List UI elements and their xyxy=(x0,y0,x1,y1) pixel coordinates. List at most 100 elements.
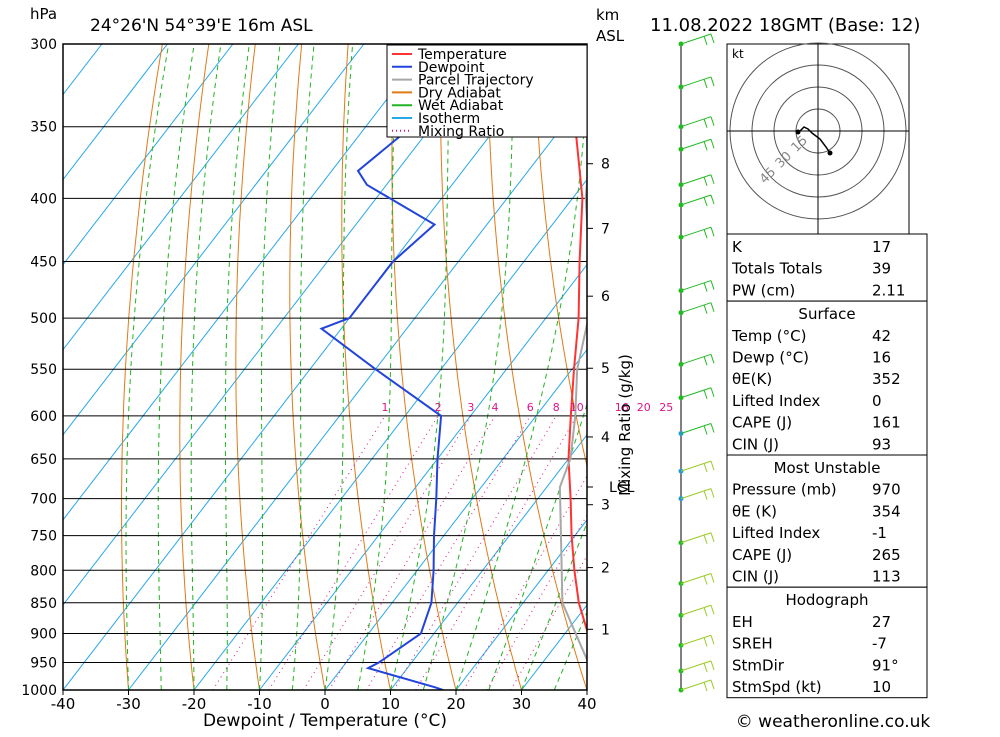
pressure-tick-label: 800 xyxy=(30,563,57,579)
stats-label: CIN (J) xyxy=(732,435,779,453)
mixing-ratio-tick-label: 2 xyxy=(435,401,442,414)
wind-barb xyxy=(681,354,714,365)
km-tick-label: 7 xyxy=(601,221,610,237)
wet-adiabat-line xyxy=(260,44,281,690)
mixing-ratio-line xyxy=(394,416,556,690)
stats-value: 17 xyxy=(872,238,891,256)
stats-section-title: Most Unstable xyxy=(774,459,881,477)
wind-barb xyxy=(681,605,714,616)
hodograph-unit: kt xyxy=(732,47,744,61)
km-tick-label: 6 xyxy=(601,289,610,305)
isotherm-line xyxy=(0,44,429,690)
isotherm-line xyxy=(260,44,757,690)
stats-label: Lifted Index xyxy=(732,392,820,410)
stats-label: Dewp (°C) xyxy=(732,349,809,367)
pressure-tick-label: 600 xyxy=(30,409,57,425)
stats-label: StmSpd (kt) xyxy=(732,678,822,696)
mixing-ratio-tick-label: 1 xyxy=(382,401,389,414)
wet-adiabat-line xyxy=(456,44,590,690)
stats-label: Lifted Index xyxy=(732,524,820,542)
pressure-tick-label: 300 xyxy=(30,37,57,53)
wet-adiabat-line xyxy=(158,44,194,690)
height-unit-label: km xyxy=(596,6,619,24)
wet-adiabat-line xyxy=(489,44,672,690)
legend-entry: Mixing Ratio xyxy=(418,124,504,140)
stats-value: -1 xyxy=(872,524,887,542)
stats-value: -7 xyxy=(872,635,887,653)
stats-label: θE(K) xyxy=(732,370,772,388)
km-tick-label: 8 xyxy=(601,157,610,173)
stats-value: 2.11 xyxy=(872,281,905,299)
dry-adiabat-line xyxy=(180,44,209,690)
wind-barb xyxy=(681,117,714,128)
temperature-tick-label: -30 xyxy=(116,695,141,713)
stats-section-title: Surface xyxy=(798,305,855,323)
pressure-tick-label: 350 xyxy=(30,120,57,136)
wind-barb xyxy=(681,533,714,544)
mixing-ratio-tick-label: 20 xyxy=(637,401,651,414)
pressure-tick-label: 850 xyxy=(30,596,57,612)
stats-value: 10 xyxy=(872,678,891,696)
wind-barb xyxy=(681,175,714,186)
pressure-tick-label: 650 xyxy=(30,452,57,468)
pressure-tick-label: 550 xyxy=(30,362,57,378)
pressure-tick-label: 750 xyxy=(30,529,57,545)
stats-label: CIN (J) xyxy=(732,568,779,586)
stats-value: 0 xyxy=(872,392,882,410)
wet-adiabat-line xyxy=(522,44,750,690)
wind-barb xyxy=(681,635,714,646)
mixing-ratio-tick-label: 25 xyxy=(659,401,673,414)
stats-label: CAPE (J) xyxy=(732,414,792,432)
stats-value: 113 xyxy=(872,568,901,586)
wind-barb xyxy=(681,77,714,88)
stats-value: 352 xyxy=(872,370,901,388)
mixing-ratio-axis-label: Mixing Ratio (g/kg) xyxy=(616,354,634,496)
stats-label: EH xyxy=(732,613,753,631)
pressure-unit-label: hPa xyxy=(30,5,57,23)
km-tick-label: 1 xyxy=(601,622,610,638)
stats-section-title: Hodograph xyxy=(785,591,868,609)
wet-adiabat-line xyxy=(292,44,314,690)
dry-adiabat-line xyxy=(342,44,391,690)
stats-label: Temp (°C) xyxy=(731,327,806,345)
stats-label: PW (cm) xyxy=(732,281,795,299)
stats-value: 42 xyxy=(872,327,891,345)
stats-value: 970 xyxy=(872,481,901,499)
wind-barb xyxy=(681,489,714,500)
stats-value: 354 xyxy=(872,502,901,520)
mixing-ratio-line xyxy=(366,416,530,690)
x-axis-label: Dewpoint / Temperature (°C) xyxy=(203,711,447,731)
temperature-tick-label: 20 xyxy=(446,695,465,713)
km-tick-label: 2 xyxy=(601,561,610,577)
temperature-tick-label: -40 xyxy=(51,695,76,713)
mixing-ratio-tick-label: 10 xyxy=(570,401,584,414)
wind-barbs xyxy=(679,34,715,693)
wind-barb xyxy=(681,574,714,585)
stats-value: 265 xyxy=(872,546,901,564)
stats-label: SREH xyxy=(732,635,773,653)
wind-barb xyxy=(681,303,714,314)
dry-adiabat-line xyxy=(122,44,163,690)
stats-label: Totals Totals xyxy=(731,260,823,278)
mixing-ratio-tick-label: 3 xyxy=(467,401,474,414)
temperature-line xyxy=(569,44,601,690)
isotherm-line xyxy=(129,44,626,690)
hodograph-point xyxy=(828,151,833,156)
hodograph-point xyxy=(796,130,801,135)
wind-barb xyxy=(681,661,714,672)
temperature-tick-label: 30 xyxy=(512,695,531,713)
dry-adiabat-line xyxy=(290,44,325,690)
pressure-tick-label: 500 xyxy=(30,311,57,327)
axes: 3003504004505005506006507007508008509009… xyxy=(21,37,634,713)
pressure-tick-label: 400 xyxy=(30,191,57,207)
wind-barb-dot xyxy=(679,124,684,129)
stats-value: 39 xyxy=(872,260,891,278)
dry-adiabat-line xyxy=(952,44,1000,690)
pressure-tick-label: 950 xyxy=(30,655,57,671)
stats-label: θE (K) xyxy=(732,502,777,520)
mixing-ratio-tick-label: 6 xyxy=(527,401,534,414)
